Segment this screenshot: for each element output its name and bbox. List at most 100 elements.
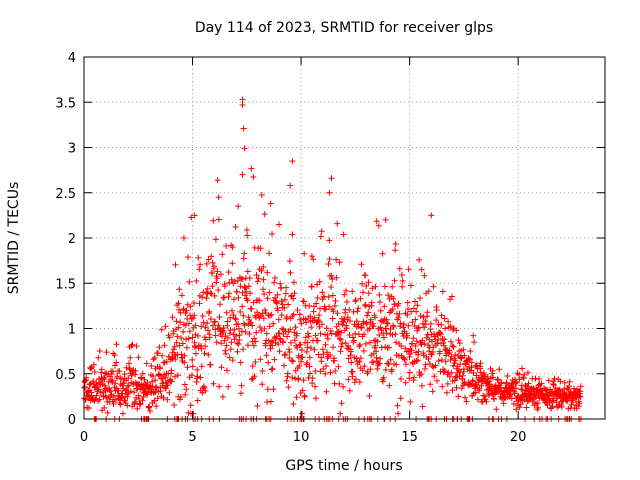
data-point <box>450 343 457 350</box>
data-point <box>430 283 437 290</box>
data-point <box>219 251 226 258</box>
data-point <box>101 404 108 411</box>
data-point <box>219 393 226 400</box>
data-point <box>312 332 319 339</box>
data-point <box>95 354 102 361</box>
data-point <box>193 278 200 284</box>
data-point <box>248 165 255 172</box>
data-point <box>283 284 290 291</box>
x-tick-label: 10 <box>293 430 310 445</box>
data-point <box>326 237 333 244</box>
data-point <box>338 400 345 407</box>
data-point <box>347 352 354 359</box>
data-point <box>286 349 293 355</box>
data-point <box>174 333 181 340</box>
data-point <box>324 335 331 342</box>
data-point <box>504 373 511 379</box>
data-point <box>143 360 150 367</box>
data-point <box>486 378 492 385</box>
data-point <box>534 406 541 413</box>
data-point <box>478 382 485 389</box>
data-point <box>96 348 103 354</box>
data-point <box>294 307 301 314</box>
data-point <box>112 362 118 369</box>
data-point <box>287 269 294 276</box>
data-point <box>336 380 343 387</box>
data-point <box>425 288 432 295</box>
data-point <box>390 295 397 302</box>
data-point <box>350 308 357 315</box>
data-point <box>311 314 318 321</box>
data-point <box>195 332 201 339</box>
data-point <box>191 212 198 219</box>
data-point <box>310 256 317 263</box>
data-point <box>529 399 536 405</box>
data-point <box>86 381 93 388</box>
data-point <box>444 380 451 387</box>
data-point <box>131 389 137 396</box>
data-point <box>298 320 305 327</box>
data-point <box>302 334 309 341</box>
data-point <box>225 383 232 390</box>
data-point <box>414 357 421 364</box>
data-point <box>93 392 100 399</box>
data-point <box>229 244 236 251</box>
data-point <box>467 356 473 363</box>
data-point <box>353 318 360 325</box>
data-point <box>224 318 231 325</box>
data-point <box>461 352 468 359</box>
data-point <box>355 305 362 312</box>
data-point <box>348 348 354 355</box>
data-point <box>377 307 384 314</box>
data-point <box>237 359 244 366</box>
data-point <box>346 387 353 394</box>
data-point <box>421 272 428 279</box>
data-point <box>338 343 345 350</box>
data-point <box>222 347 229 354</box>
data-point <box>335 320 342 327</box>
data-point <box>238 390 244 397</box>
data-point <box>345 355 352 362</box>
data-point <box>244 232 251 239</box>
data-point <box>133 343 140 350</box>
data-point <box>154 395 161 402</box>
data-point <box>150 373 156 380</box>
data-point <box>437 329 444 336</box>
data-point <box>298 347 305 354</box>
data-point <box>288 357 295 364</box>
data-point <box>226 290 232 297</box>
data-point <box>455 393 462 400</box>
data-point <box>186 328 193 335</box>
data-point <box>472 389 479 396</box>
data-point <box>405 306 411 312</box>
data-point <box>386 344 392 351</box>
data-point <box>513 379 520 386</box>
data-point <box>457 354 464 361</box>
data-point <box>536 376 542 382</box>
data-point <box>481 393 488 400</box>
data-point <box>157 365 163 372</box>
data-point <box>513 406 520 413</box>
data-point <box>409 340 416 347</box>
data-point <box>113 341 120 348</box>
data-point <box>438 357 445 363</box>
data-point <box>86 405 92 411</box>
data-point <box>224 367 230 374</box>
data-point <box>146 403 153 410</box>
data-point <box>212 318 218 325</box>
data-point <box>406 375 413 382</box>
data-point <box>288 339 294 346</box>
data-point <box>239 276 246 283</box>
data-point <box>199 313 206 319</box>
data-point <box>349 368 356 375</box>
data-point <box>397 320 404 327</box>
data-point <box>127 388 134 395</box>
data-point <box>453 384 460 391</box>
data-point <box>577 383 584 390</box>
data-point <box>308 324 315 331</box>
data-point <box>250 299 257 306</box>
data-point <box>308 283 315 290</box>
data-point <box>429 338 435 345</box>
y-tick-label: 0.5 <box>55 368 76 383</box>
